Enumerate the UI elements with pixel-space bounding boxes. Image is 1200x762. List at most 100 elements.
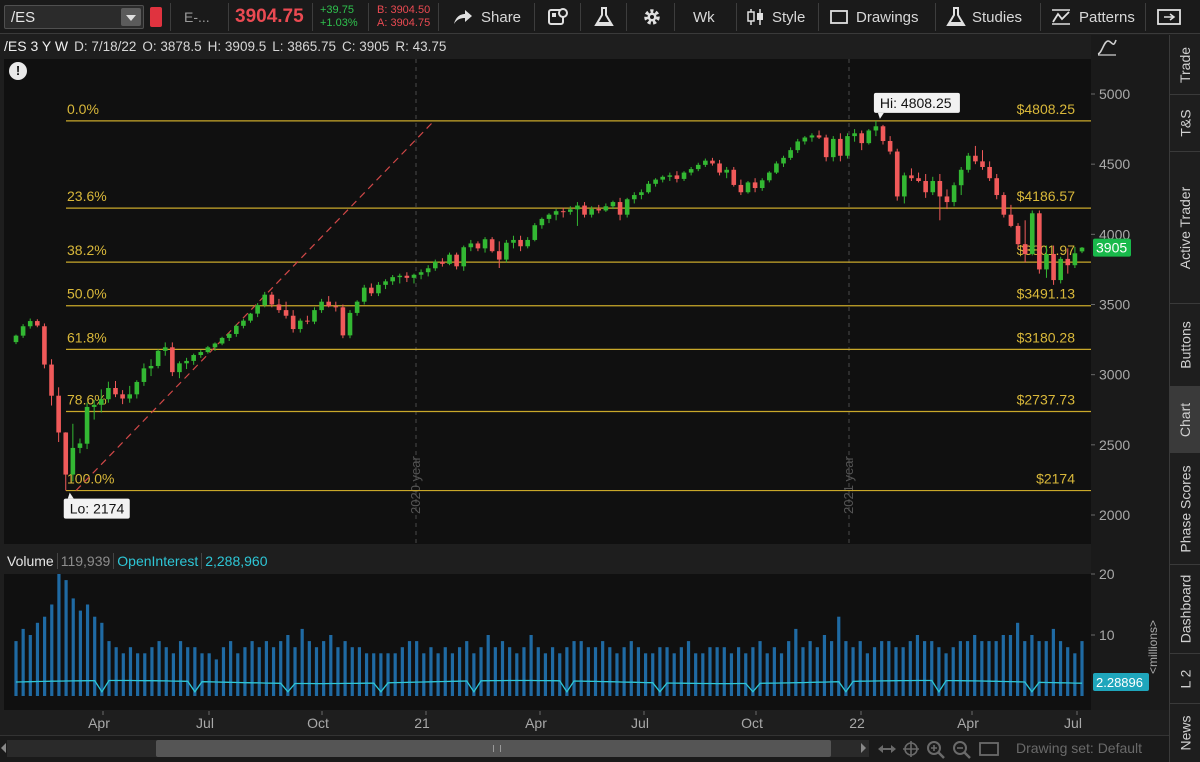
candlestick	[816, 130, 822, 139]
candlestick	[347, 310, 353, 339]
symbol-flag-icon[interactable]	[150, 7, 162, 27]
candlestick	[1058, 256, 1063, 284]
candle-body	[361, 287, 367, 302]
price-axis-svg[interactable]: 5000 4500 4000 3500 3000 2500 2000 3905 20 10 <mil…	[1091, 35, 1169, 710]
time-axis-label: Jul	[631, 715, 649, 731]
volume-bar	[529, 635, 533, 696]
volume-bar	[93, 616, 97, 696]
bottom-scroll-bar: Drawing set: Default	[0, 735, 1169, 762]
candlestick	[290, 310, 296, 333]
candle-body	[177, 363, 182, 373]
candlestick	[504, 239, 509, 263]
tab-phase-scores[interactable]: Phase Scores	[1170, 453, 1200, 565]
candlestick	[106, 381, 111, 403]
symbol-dropdown-icon[interactable]	[121, 8, 141, 26]
share-button[interactable]: Share	[452, 0, 521, 34]
expand-button[interactable]	[1156, 0, 1182, 34]
tab-level2[interactable]: L 2	[1170, 654, 1200, 704]
candlestick	[276, 298, 282, 313]
tab-trade[interactable]: Trade	[1170, 35, 1200, 95]
settings-button[interactable]	[641, 0, 663, 34]
drawings-dropdown[interactable]: Drawings	[829, 0, 919, 34]
tab-chart[interactable]: Chart	[1170, 387, 1200, 453]
change-block: +39.75 +1.03%	[320, 4, 358, 30]
fib-level-percent: 23.6%	[67, 188, 107, 204]
volume-bar	[779, 653, 784, 696]
price-scale-style-icon[interactable]	[1096, 37, 1118, 57]
low-callout-box	[63, 498, 130, 519]
symbol-selector[interactable]: /ES	[4, 5, 144, 29]
candlestick	[973, 145, 978, 165]
candle-body	[511, 239, 516, 243]
candle-body	[148, 365, 154, 369]
candle-body	[667, 175, 673, 177]
alert-icon[interactable]: !	[9, 62, 27, 80]
time-axis-label: 22	[849, 715, 865, 731]
patterns-label: Patterns	[1079, 8, 1135, 26]
candle-body	[1029, 213, 1035, 254]
price-chart-svg[interactable]: 2020 year 2021 year 0.0% $4808.25 23.6% $418…	[4, 59, 1091, 544]
tab-time-and-sales[interactable]: T&S	[1170, 95, 1200, 152]
studies-flask-icon	[946, 7, 966, 26]
scrollbar-grip-icon	[493, 745, 501, 752]
fit-chart-icon[interactable]	[978, 739, 1000, 759]
price-chart-panel[interactable]	[4, 59, 1091, 544]
volume-bar	[343, 641, 347, 696]
scroll-left-arrow-icon[interactable]	[1, 743, 6, 753]
studies-dropdown[interactable]: Studies	[946, 0, 1022, 34]
candle-body	[440, 261, 445, 264]
open-interest-line	[15, 679, 1083, 694]
candle-body	[447, 254, 452, 264]
crosshair-icon[interactable]	[900, 739, 922, 759]
volume-bar	[536, 647, 540, 696]
style-dropdown[interactable]: Style	[746, 0, 805, 34]
zoom-in-icon[interactable]	[925, 739, 947, 759]
candlestick	[63, 432, 69, 491]
candlestick	[205, 345, 211, 354]
pan-arrows-icon[interactable]	[876, 739, 898, 759]
volume-label[interactable]: Volume	[7, 553, 54, 569]
candlestick	[35, 319, 40, 328]
candle-body	[582, 205, 587, 215]
volume-bar	[894, 647, 898, 696]
candlestick	[951, 182, 957, 207]
tab-buttons[interactable]: Buttons	[1170, 304, 1200, 387]
open-interest-label[interactable]: OpenInterest	[113, 553, 201, 569]
tab-news[interactable]: News	[1170, 704, 1200, 762]
patterns-dropdown[interactable]: Patterns	[1050, 0, 1135, 34]
chart-symbol-timeframe[interactable]: /ES 3 Y W	[4, 38, 69, 54]
volume-bar	[515, 653, 519, 696]
tab-active-trader[interactable]: Active Trader	[1170, 152, 1200, 304]
volume-chart-svg[interactable]	[4, 574, 1091, 710]
candle-body	[226, 333, 232, 338]
beaker-button[interactable]	[594, 0, 614, 34]
candlestick	[894, 148, 900, 201]
timeframe-dropdown[interactable]: Wk	[693, 0, 715, 34]
symbol-input[interactable]: /ES	[11, 9, 36, 26]
candlestick	[859, 130, 864, 151]
volume-bar	[479, 647, 483, 696]
zoom-out-icon[interactable]	[951, 739, 973, 759]
candle-body	[894, 151, 900, 197]
tab-dashboard[interactable]: Dashboard	[1170, 565, 1200, 654]
volume-bar	[293, 647, 297, 696]
bar-low: L: 3865.75	[272, 38, 337, 54]
grid-settings-button[interactable]	[547, 0, 569, 34]
volume-bar	[729, 653, 734, 696]
candlestick	[305, 315, 310, 325]
volume-bar	[28, 635, 32, 696]
candle-body	[290, 315, 296, 330]
candle-body	[319, 301, 324, 311]
low-callout-label: Lo: 2174	[70, 501, 125, 517]
time-axis[interactable]: Apr Jul Oct 21 Apr Jul Oct 22 Apr Jul	[0, 711, 1091, 735]
candlestick	[582, 202, 587, 218]
volume-bar	[407, 641, 412, 696]
drawing-set-selector[interactable]: Drawing set: Default	[1016, 740, 1143, 756]
volume-bar	[1037, 641, 1041, 696]
scroll-right-arrow-icon[interactable]	[861, 743, 866, 753]
volume-bar	[14, 641, 18, 696]
bar-range: R: 43.75	[395, 38, 447, 54]
candlestick	[432, 259, 438, 271]
candle-body	[91, 404, 97, 407]
price-axis-column: 5000 4500 4000 3500 3000 2500 2000 3905 20 10 <mil…	[1091, 35, 1169, 710]
